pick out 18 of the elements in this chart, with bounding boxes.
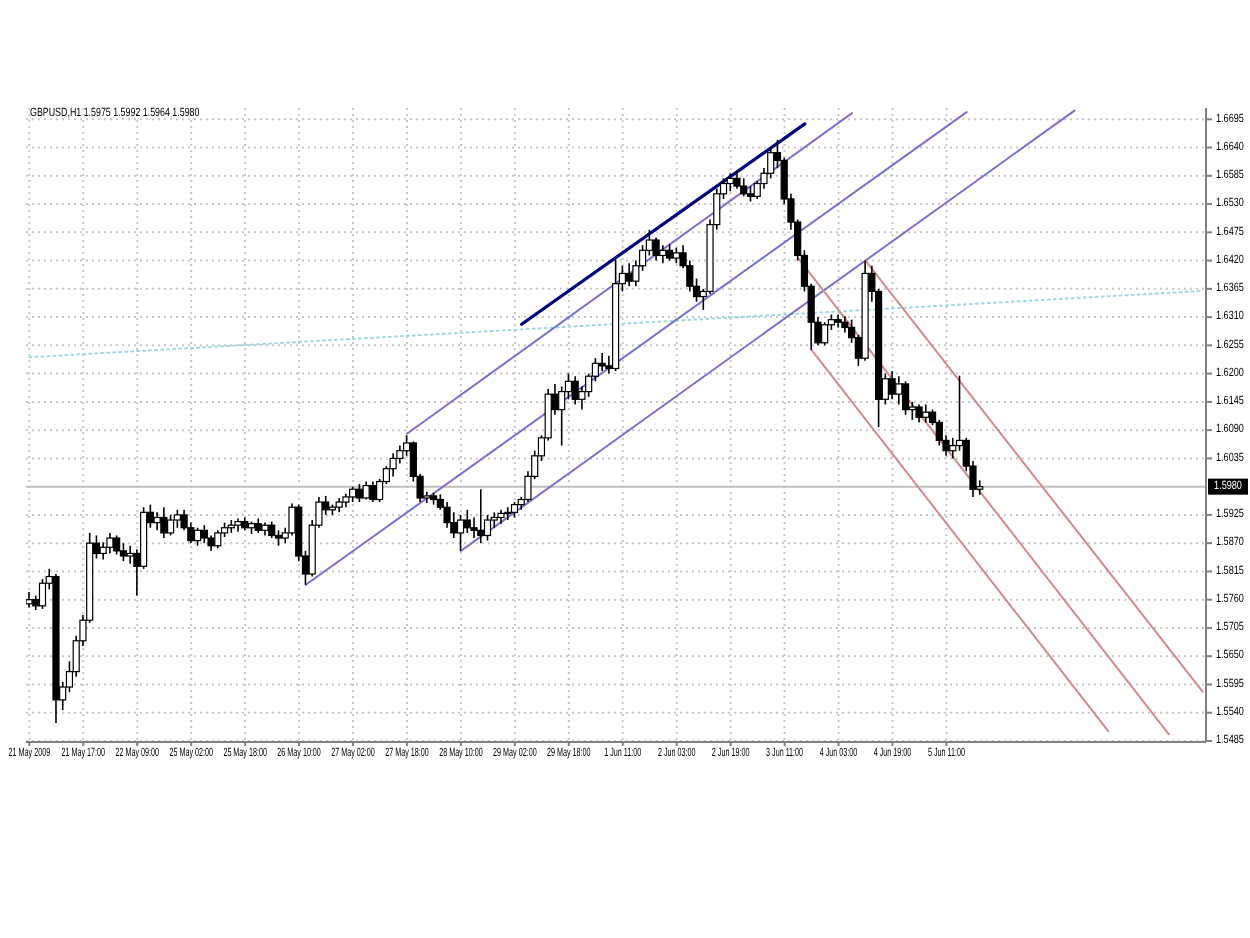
candlestick — [369, 480, 377, 503]
candlestick — [160, 506, 168, 539]
candlestick — [888, 370, 896, 401]
candlestick — [477, 488, 485, 544]
candlestick — [463, 508, 471, 534]
candlestick — [106, 532, 114, 555]
candlestick — [895, 375, 903, 406]
candlestick — [113, 534, 121, 556]
candlestick — [389, 452, 397, 478]
candlestick — [598, 352, 606, 372]
candlestick — [167, 514, 175, 537]
candlestick — [456, 514, 465, 552]
candlestick — [901, 380, 910, 416]
candlestick — [821, 321, 829, 347]
candlestick — [625, 262, 633, 288]
candlestick — [652, 236, 660, 262]
candlestick — [571, 375, 579, 406]
candlestick — [126, 544, 134, 565]
